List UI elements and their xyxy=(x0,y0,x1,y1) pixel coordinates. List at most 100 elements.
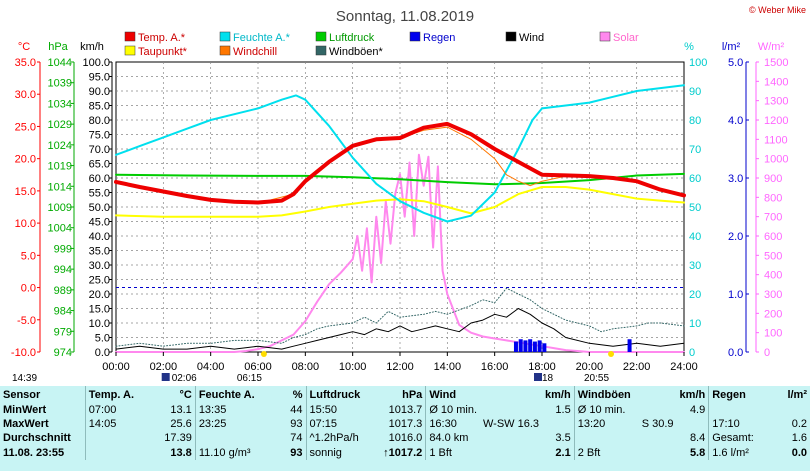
wind-tick-label: 70.0 xyxy=(89,144,110,156)
header-gust-unit: km/h xyxy=(679,388,706,401)
temp-tick-label: 5.0 xyxy=(21,250,36,262)
series-layer xyxy=(114,84,686,353)
stat-gust-b xyxy=(634,403,677,417)
stat-wind-a: 84.0 km xyxy=(425,431,480,445)
rain-tick-label: 4.0 xyxy=(728,115,743,127)
solar-tick-label: 1100 xyxy=(764,134,788,146)
wind-tick-label: 80.0 xyxy=(89,115,110,127)
rain-bar xyxy=(523,340,528,352)
wind-tick-label: 55.0 xyxy=(89,188,110,200)
solar-tick-label: 0 xyxy=(764,347,770,359)
solar-tick-label: 900 xyxy=(764,173,782,185)
solar-tick-label: 1200 xyxy=(764,115,788,127)
stat-temp-val: 13.8 xyxy=(170,446,192,459)
legend-label: Regen xyxy=(423,32,455,44)
pressure-tick-label: 974 xyxy=(54,347,72,359)
stat-rain-val: 0.0 xyxy=(791,446,807,459)
stat-gust-val: 8.4 xyxy=(689,432,706,444)
stat-gust-b: S 30.9 xyxy=(641,418,674,430)
humidity-tick-label: 50 xyxy=(689,202,701,214)
stat-press-val: 1016.0 xyxy=(388,432,423,444)
temp-unit-label: °C xyxy=(18,41,30,53)
solar-tick-label: 300 xyxy=(764,289,782,301)
wind-tick-label: 50.0 xyxy=(89,202,110,214)
stats-body: MinWert 07:00 13.1 13:35 44 15:50 1013.7 Ø 10 m… xyxy=(0,403,810,460)
pressure-tick-label: 1004 xyxy=(48,223,72,235)
axis-unit-labels: °C hPa km/h% l/m² W/m² xyxy=(18,41,785,53)
header-rain: Regen xyxy=(708,386,759,403)
wind-tick-label: 65.0 xyxy=(89,159,110,171)
solar-tick-label: 500 xyxy=(764,250,782,262)
rain-bar xyxy=(518,339,523,352)
statistics-panel: Sensor Temp. A. °C Feuchte A. % Luftdruc… xyxy=(0,386,810,471)
stat-wind-val: 1.5 xyxy=(555,404,571,416)
solar-unit-label: W/m² xyxy=(758,41,785,53)
solar-tick-label: 400 xyxy=(764,270,782,282)
wind-tick-label: 5.0 xyxy=(95,333,110,345)
header-hum: Feuchte A. xyxy=(194,386,259,403)
pressure-tick-label: 999 xyxy=(54,243,72,255)
wind-tick-label: 100.0 xyxy=(82,57,110,69)
pressure-tick-label: 979 xyxy=(54,326,72,338)
x-axis: 00:00 02:00 04:00 06:00 08:00 10:00 12:00 14:00… xyxy=(102,352,698,373)
wind-tick-label: 25.0 xyxy=(89,275,110,287)
pressure-tick-label: 1039 xyxy=(48,78,72,90)
legend: Temp. A.* Feuchte A.* Luftdruck Regen Wind So… xyxy=(124,31,639,58)
pressure-tick-label: 1034 xyxy=(48,98,72,110)
stat-label: 11.08. 23:55 xyxy=(3,446,65,459)
grid xyxy=(116,62,684,352)
stat-gust-val: 5.8 xyxy=(689,446,706,459)
header-gust: Windböen xyxy=(573,386,634,403)
stat-wind-val: 2.1 xyxy=(555,446,571,459)
series-luftdruck xyxy=(115,172,685,186)
stat-press-time: sonnig xyxy=(305,445,364,460)
stat-press-time: ^1.2hPa/h xyxy=(305,431,364,445)
moonrise-label: 02:06 xyxy=(172,373,197,384)
pressure-tick-label: 1009 xyxy=(48,202,72,214)
pressure-tick-label: 989 xyxy=(54,285,72,297)
stat-gust-val xyxy=(677,417,709,431)
x-tick-label: 04:00 xyxy=(197,361,225,373)
wind-unit-label: km/h xyxy=(80,41,104,53)
stat-hum-time: 11.10 g/m³ xyxy=(194,445,259,460)
header-hum-unit: % xyxy=(292,388,303,401)
moon-icon xyxy=(161,373,170,381)
wind-tick-label: 30.0 xyxy=(89,260,110,272)
stat-press-val: 1013.7 xyxy=(388,404,423,416)
x-tick-label: 12:00 xyxy=(386,361,414,373)
stat-label: MaxWert xyxy=(3,418,49,430)
stat-press-val: ↑1017.2 xyxy=(383,446,423,459)
legend-swatch xyxy=(219,31,231,42)
sunrise-icon xyxy=(260,351,267,357)
stats-header-row: Sensor Temp. A. °C Feuchte A. % Luftdruc… xyxy=(0,386,810,403)
wind-tick-label: 10.0 xyxy=(89,318,110,330)
temp-tick-label: 20.0 xyxy=(15,154,36,166)
solar-tick-label: 1000 xyxy=(764,154,788,166)
stat-hum-val: 93 xyxy=(290,418,303,430)
stat-wind-a: Ø 10 min. xyxy=(425,403,480,417)
legend-swatch xyxy=(409,31,421,42)
x-tick-label: 10:00 xyxy=(339,361,367,373)
temp-tick-label: 35.0 xyxy=(15,57,36,69)
solar-tick-label: 1400 xyxy=(764,76,788,88)
temp-tick-label: -5.0 xyxy=(17,315,36,327)
temp-tick-label: -10.0 xyxy=(11,347,36,359)
pressure-tick-label: 1014 xyxy=(48,181,72,193)
rain-bar xyxy=(542,343,547,352)
solar-tick-label: 1500 xyxy=(764,57,788,69)
stat-gust-a xyxy=(573,431,634,445)
legend-swatch xyxy=(219,45,231,56)
legend-swatch xyxy=(315,31,327,42)
solar-tick-label: 600 xyxy=(764,231,782,243)
x-tick-label: 24:00 xyxy=(670,361,698,373)
stat-hum-val: 93 xyxy=(290,446,303,459)
min-time-label: 14:39 xyxy=(12,373,37,384)
stat-press-time: 07:15 xyxy=(305,417,364,431)
humidity-tick-label: 40 xyxy=(689,231,701,243)
stat-temp-time: 14:05 xyxy=(84,417,146,431)
solar-tick-label: 1300 xyxy=(764,96,788,108)
legend-label: Feuchte A.* xyxy=(233,32,291,44)
sunset-label: 20:55 xyxy=(584,373,609,384)
solar-tick-label: 200 xyxy=(764,308,782,320)
pressure-tick-label: 984 xyxy=(54,306,72,318)
